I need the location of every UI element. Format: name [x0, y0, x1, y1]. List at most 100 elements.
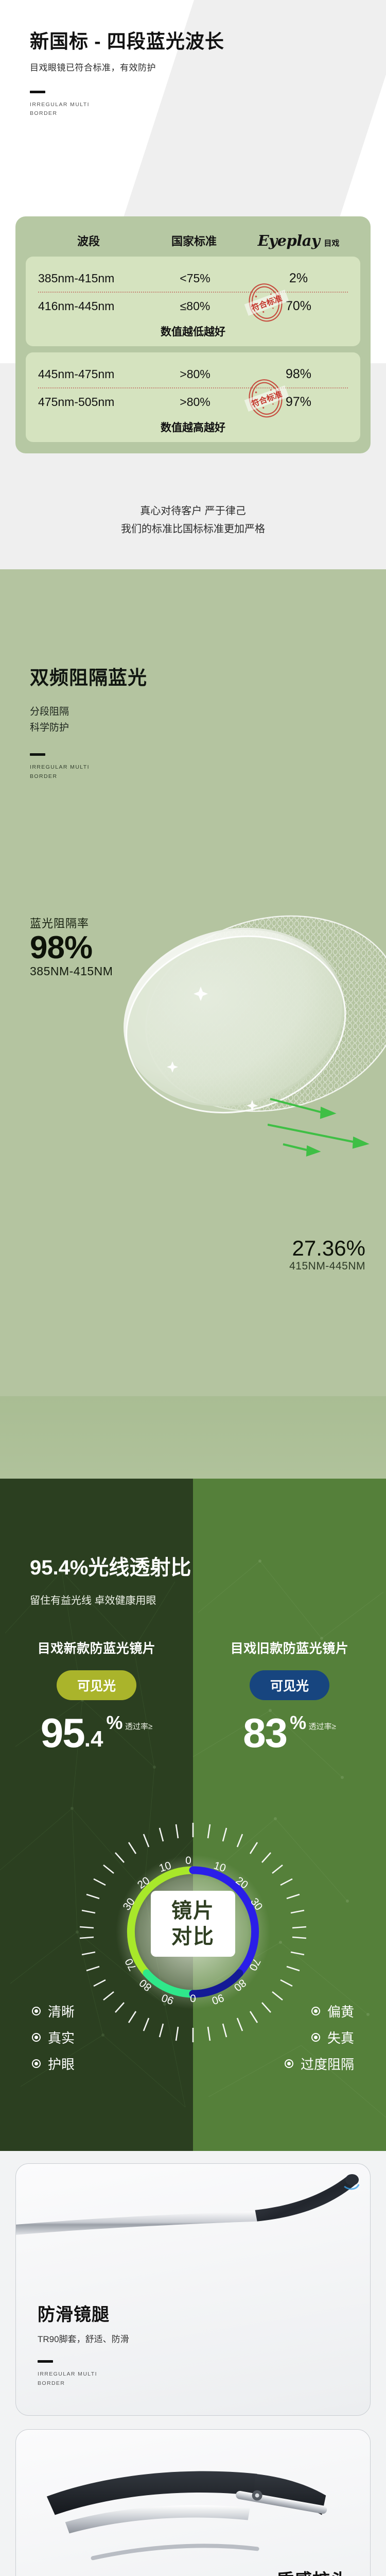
feature-title: 防滑镜腿 — [38, 2305, 110, 2325]
creed-line2: 我们的标准比国标标准更加严格 — [121, 523, 265, 535]
hero-eng-line2: BORDER — [30, 110, 58, 117]
row-divider — [38, 292, 348, 293]
cell-brand-value: 97% — [285, 394, 312, 409]
dual-title: 双频阻隔蓝光 — [30, 667, 147, 688]
cell-brand-value: 70% — [285, 298, 312, 313]
dual-eng-line2: BORDER — [30, 773, 58, 780]
spec-table: 波段 国家标准 Eyeplay 目戏 — [15, 216, 371, 453]
list-item: 失真 — [193, 2028, 354, 2047]
feature-eng-caption: IRREGULAR MULTI BORDER — [38, 2370, 129, 2388]
feature-title: 质感桩头 — [276, 2566, 348, 2576]
list-item: 护眼 — [32, 2054, 193, 2073]
cell-brand-value: 98% — [285, 366, 312, 381]
bullet-dot-icon — [32, 2033, 41, 2042]
bullet-dot-icon — [311, 2033, 320, 2042]
feature-eng-line2: BORDER — [38, 2380, 65, 2387]
feature-card-hinge: 质感桩头 开合自如 不易类散 IRREGULAR MULTI BORDER — [15, 2429, 371, 2576]
group-note: 数值越低越好 — [161, 326, 225, 338]
cell-standard: <75% — [180, 271, 210, 285]
list-item: 真实 — [32, 2028, 193, 2047]
comparison-cards: 目戏新款防蓝光镜片 可见光 95 .4 % 透过率≥ 目戏旧款防蓝光镜片 可见光… — [0, 1638, 386, 1756]
secondary-rate-stat: 27.36% 415NM-445NM — [289, 1236, 365, 1273]
glasses-hinge-illustration — [46, 2471, 327, 2561]
gauge-label-line1: 镜片 — [171, 1900, 215, 1922]
brand-logo-text: Eyeplay — [257, 232, 320, 249]
cons-item-label: 偏黄 — [327, 2004, 354, 2020]
comparison-title: 95.4%光线透射比 — [30, 1556, 191, 1579]
new-lens-int: 95 — [40, 1710, 85, 1756]
comparison-top-band — [0, 1396, 386, 1479]
bullet-dot-icon — [32, 2059, 41, 2068]
dual-frequency-section: 双频阻隔蓝光 分段阻隔 科学防护 IRREGULAR MULTI BORDER — [0, 569, 386, 1396]
old-lens-pill: 可见光 — [249, 1670, 329, 1700]
page-title: 新国标 - 四段蓝光波长 — [30, 31, 224, 52]
cons-list: 偏黄 失真 过度阻隔 — [193, 2002, 386, 2080]
dual-sub2: 科学防护 — [30, 722, 69, 733]
title-rule — [30, 753, 45, 756]
table-row: 416nm-445nm ≤80% 70% — [38, 293, 348, 319]
hero-eng-line1: IRREGULAR MULTI — [30, 101, 90, 108]
feature-eng-line1: IRREGULAR MULTI — [38, 2371, 97, 2378]
new-lens-rate-label: 透过率≥ — [125, 1722, 153, 1731]
light-ray-arrows-icon — [268, 1098, 370, 1157]
column-header-national-standard: 国家标准 — [171, 235, 217, 248]
new-lens-pill: 可见光 — [56, 1670, 136, 1700]
glasses-temple-illustration — [16, 2174, 360, 2235]
comparison-heading: 95.4%光线透射比 留住有益光线 卓效健康用眼 — [30, 1551, 191, 1607]
new-lens-dec: .4 — [84, 1726, 103, 1752]
column-header-band: 波段 — [77, 235, 100, 248]
old-lens-int: 83 — [243, 1710, 288, 1756]
brand-logo-cn: 目戏 — [324, 239, 340, 248]
blue-block-rate-stat: 蓝光阻隔率 98% 385NM-415NM — [30, 914, 113, 978]
list-item: 偏黄 — [193, 2002, 354, 2021]
old-lens-title: 目戏旧款防蓝光镜片 — [230, 1641, 349, 1656]
pros-item-label: 真实 — [48, 2030, 75, 2046]
table-row: 475nm-505nm >80% 97% — [38, 388, 348, 415]
feature-subtitle: TR90脚套，舒适、防滑 — [38, 2334, 129, 2345]
gauge-label-line2: 对比 — [171, 1925, 215, 1948]
bullet-dot-icon — [311, 2007, 320, 2015]
lens-comparison-section: 95.4%光线透射比 留住有益光线 卓效健康用眼 目戏新款防蓝光镜片 可见光 9… — [0, 1396, 386, 2151]
stat-range: 385NM-415NM — [30, 964, 113, 978]
title-rule — [38, 2360, 53, 2363]
row-divider — [38, 387, 348, 388]
bullet-dot-icon — [284, 2059, 293, 2068]
cell-band: 385nm-415nm — [38, 271, 115, 285]
dual-eng-caption: IRREGULAR MULTI BORDER — [30, 763, 147, 782]
network-texture — [193, 1560, 386, 2118]
pros-list: 清晰 真实 护眼 — [0, 2002, 193, 2080]
feature-text-block: 防滑镜腿 TR90脚套，舒适、防滑 IRREGULAR MULTI BORDER — [38, 2300, 129, 2388]
pros-item-label: 护眼 — [48, 2057, 75, 2072]
sparkle-icons — [167, 987, 258, 1111]
old-lens-value: 83 % 透过率≥ — [193, 1710, 386, 1756]
hero-heading-block: 新国标 - 四段蓝光波长 目戏眼镜已符合标准，有效防护 IRREGULAR MU… — [30, 31, 359, 118]
cell-standard: >80% — [180, 367, 210, 381]
cons-item-label: 失真 — [327, 2030, 354, 2046]
cell-brand-value: 2% — [289, 270, 308, 285]
old-lens-percent: % — [290, 1712, 307, 1733]
new-lens-percent: % — [106, 1712, 123, 1733]
bullet-dot-icon — [32, 2007, 41, 2015]
feature-card-temple: 防滑镜腿 TR90脚套，舒适、防滑 IRREGULAR MULTI BORDER — [15, 2163, 371, 2416]
hero-eng-caption: IRREGULAR MULTI BORDER — [30, 100, 359, 119]
old-lens-rate-label: 透过率≥ — [308, 1722, 336, 1731]
table-row: 445nm-475nm >80% 98% — [38, 361, 348, 387]
dual-eng-line1: IRREGULAR MULTI — [30, 764, 90, 771]
svg-text:0: 0 — [185, 1855, 191, 1867]
gauge-center-label: 镜片 对比 — [0, 1891, 386, 1957]
stat-value: 27.36% — [292, 1236, 365, 1260]
dual-subtitles: 分段阻隔 科学防护 — [30, 704, 147, 736]
list-item: 过度阻隔 — [193, 2054, 354, 2073]
title-rule — [30, 90, 45, 93]
lens-illustration — [124, 915, 386, 1114]
dual-heading-block: 双频阻隔蓝光 分段阻隔 科学防护 IRREGULAR MULTI BORDER — [30, 667, 147, 782]
dual-sub1: 分段阻隔 — [30, 706, 69, 717]
list-item: 清晰 — [32, 2002, 193, 2021]
cons-item-label: 过度阻隔 — [300, 2057, 354, 2072]
creed-line1: 真心对待客户 严于律己 — [140, 505, 246, 517]
comparison-subtitle: 留住有益光线 卓效健康用眼 — [30, 1595, 156, 1606]
network-texture — [0, 1570, 193, 2108]
new-lens-title: 目戏新款防蓝光镜片 — [37, 1641, 156, 1656]
table-row: 385nm-415nm <75% 2% — [38, 265, 348, 292]
